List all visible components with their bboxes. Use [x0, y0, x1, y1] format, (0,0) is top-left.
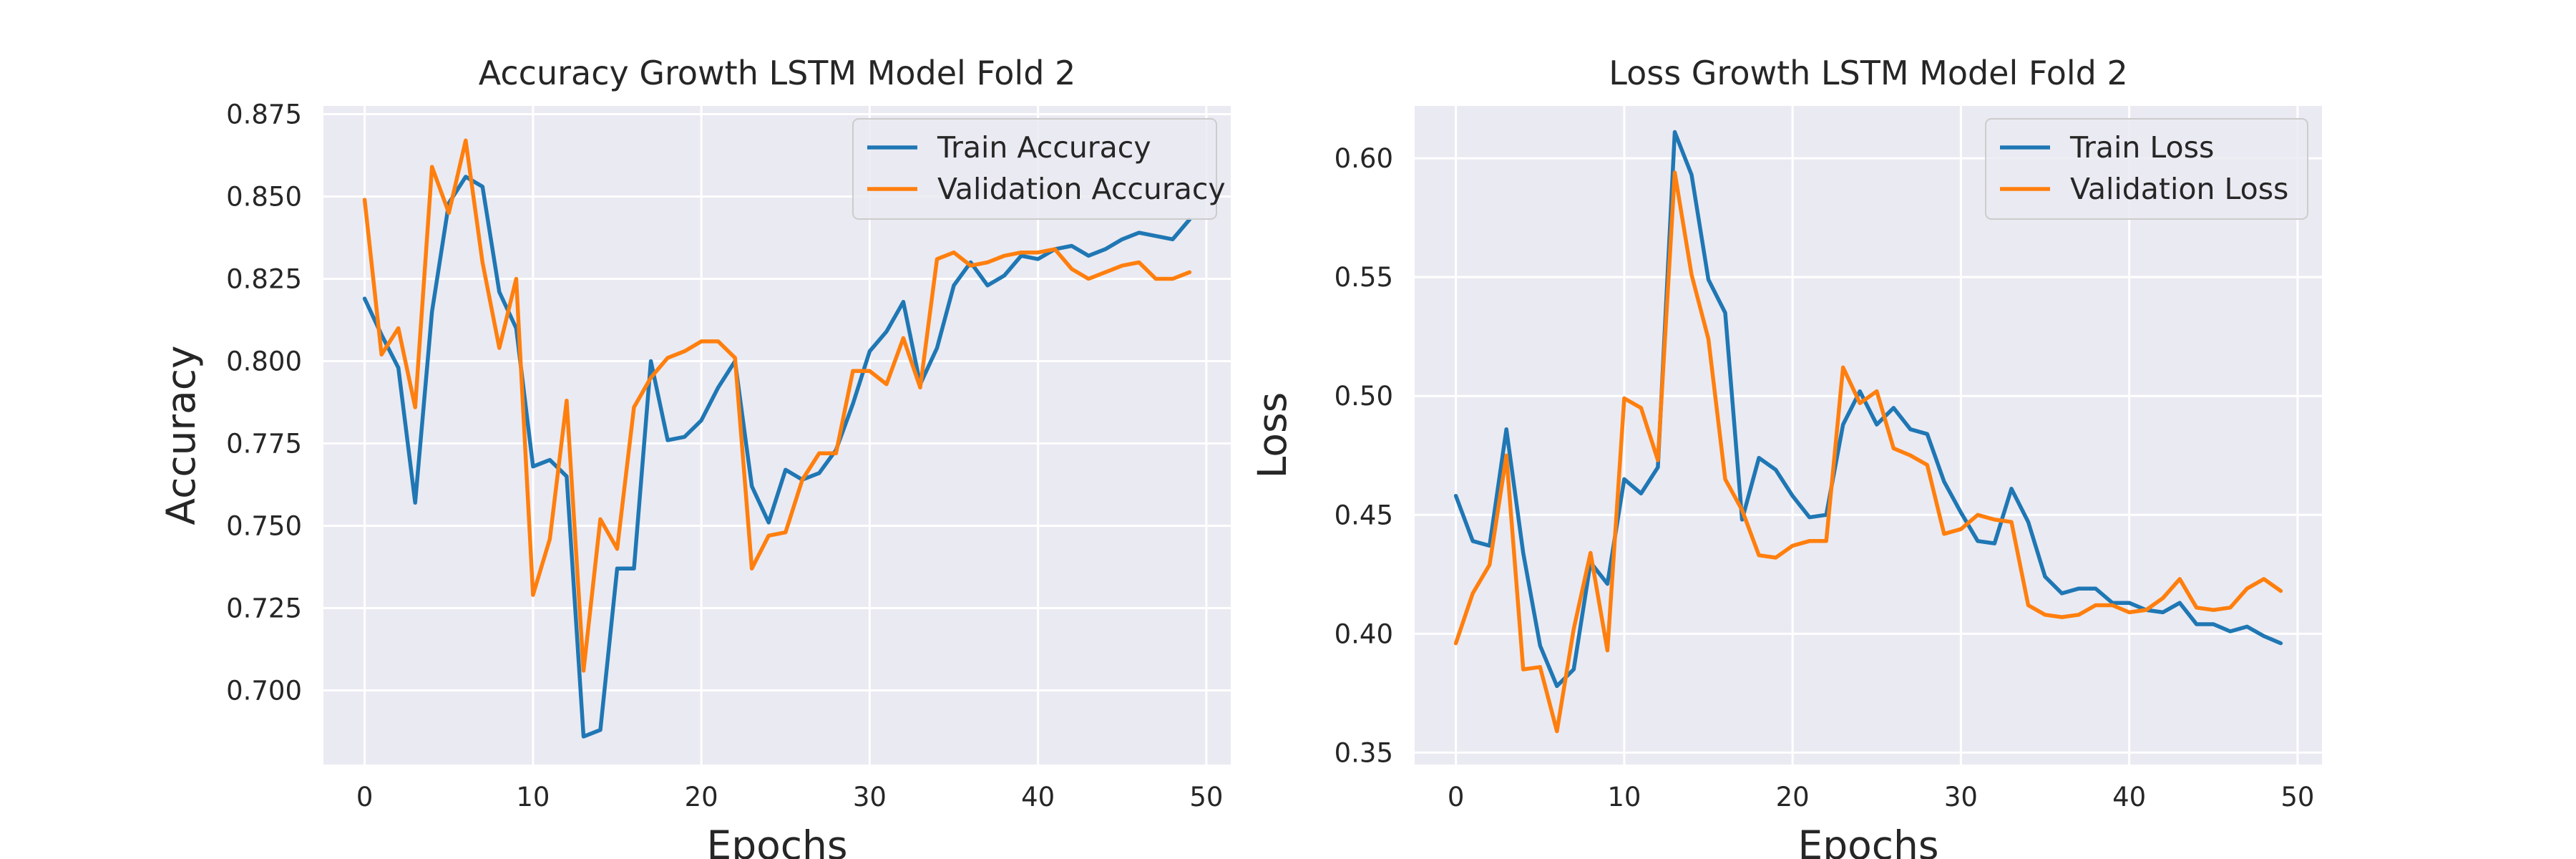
loss-y-tick-label: 0.50 [1335, 381, 1393, 412]
accuracy-y-axis-label: Accuracy [158, 345, 204, 525]
accuracy-x-tick-label: 40 [1021, 782, 1055, 812]
loss-legend: Train Loss Validation Loss [1985, 118, 2308, 220]
accuracy-series-line-validation [362, 138, 1192, 673]
accuracy-y-tick-label: 0.700 [226, 676, 302, 707]
accuracy-x-axis-label: Epochs [706, 822, 847, 859]
accuracy-legend-box [852, 118, 1217, 220]
loss-y-tick-label: 0.55 [1335, 262, 1393, 293]
accuracy-x-tick-label: 30 [853, 782, 887, 812]
loss-x-tick-label: 30 [1944, 782, 1978, 812]
loss-legend-label-validation: Validation Loss [2070, 172, 2288, 206]
loss-x-tick-label: 10 [1607, 782, 1641, 812]
accuracy-x-tick-label: 10 [516, 782, 550, 812]
accuracy-legend: Train Accuracy Validation Accuracy [852, 118, 1226, 220]
loss-y-tick-label: 0.45 [1335, 500, 1393, 530]
loss-y-tick-label: 0.60 [1335, 143, 1393, 174]
loss-x-tick-label: 40 [2112, 782, 2146, 812]
loss-x-tick-label: 0 [1448, 782, 1465, 812]
accuracy-y-tick-label: 0.800 [226, 346, 302, 377]
accuracy-x-tick-label: 20 [685, 782, 718, 812]
loss-chart: 0 10 20 30 40 50 0.35 0.40 0.45 0.50 0.55 0.60 Loss … [1249, 54, 2322, 859]
accuracy-y-tick-label: 0.775 [226, 429, 302, 460]
accuracy-y-tick-label: 0.725 [226, 593, 302, 624]
loss-y-tick-label: 0.40 [1335, 618, 1393, 649]
loss-y-tick-label: 0.35 [1335, 737, 1393, 768]
loss-x-axis-label: Epochs [1797, 822, 1938, 859]
accuracy-legend-label-train: Train Accuracy [937, 130, 1151, 165]
loss-x-tick-label: 20 [1776, 782, 1810, 812]
accuracy-y-tick-label: 0.850 [226, 182, 302, 213]
accuracy-legend-label-validation: Validation Accuracy [937, 172, 1226, 206]
accuracy-x-tick-label: 0 [356, 782, 374, 812]
loss-chart-title: Loss Growth LSTM Model Fold 2 [1609, 54, 2127, 92]
accuracy-x-tick-label: 50 [1189, 782, 1223, 812]
accuracy-y-tick-label: 0.750 [226, 511, 302, 542]
loss-legend-box [1985, 118, 2308, 220]
accuracy-y-tick-label: 0.825 [226, 264, 302, 295]
loss-x-tick-label: 50 [2280, 782, 2314, 812]
accuracy-chart-title: Accuracy Growth LSTM Model Fold 2 [479, 54, 1076, 92]
accuracy-chart: 0 10 20 30 40 50 0.700 0.725 0.750 0.775 0.800 0.82… [158, 54, 1231, 859]
loss-legend-label-train: Train Loss [2069, 130, 2214, 165]
accuracy-y-tick-label: 0.875 [226, 100, 302, 130]
loss-y-axis-label: Loss [1249, 392, 1295, 479]
loss-series-line-validation [1453, 170, 2283, 734]
